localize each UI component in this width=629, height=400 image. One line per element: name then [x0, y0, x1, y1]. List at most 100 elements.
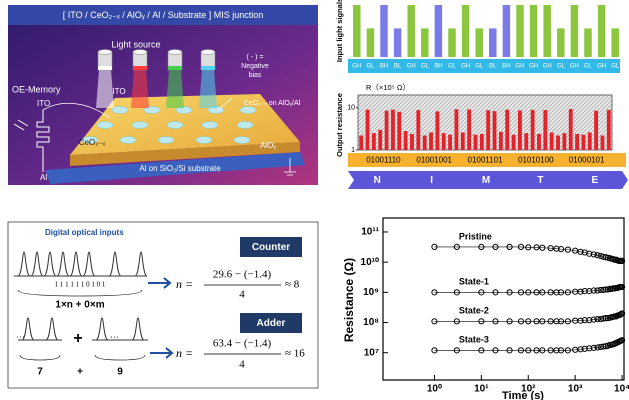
pad — [196, 137, 212, 144]
bar — [367, 28, 374, 57]
bar — [448, 135, 452, 150]
bit-group: 01010100 — [518, 156, 554, 165]
category-label: BH — [380, 64, 388, 70]
category-label: BH — [502, 64, 510, 70]
schematic-title: [ ITO / CeO₂₋ₓ / AlOᵧ / Al / Substrate ]… — [63, 10, 264, 20]
film-label: CeO₂₋ₓ on AlOᵧ/Al — [244, 100, 301, 107]
category-label: GH — [597, 64, 606, 70]
bias-line: ( - ) = — [247, 54, 264, 61]
eq-result: ≈ 16 — [285, 348, 305, 360]
bar — [385, 111, 389, 150]
bit-group: 01001110 — [366, 156, 401, 165]
bar — [584, 28, 591, 57]
bar — [598, 5, 605, 57]
series-label: State-2 — [459, 306, 489, 316]
bar — [442, 133, 446, 150]
plus-sign: + — [77, 367, 83, 378]
y-tick-label: 10⁸ — [363, 317, 379, 328]
pad — [234, 137, 250, 144]
bar — [372, 133, 376, 150]
series-label: State-3 — [459, 335, 489, 345]
category-label: GH — [570, 64, 579, 70]
bar — [461, 132, 465, 150]
bar — [359, 136, 363, 150]
bar — [391, 110, 395, 150]
schematic-panel: [ ITO / CeO₂₋ₓ / AlOᵧ / Al / Substrate ]… — [8, 5, 318, 185]
right-count: 9 — [117, 367, 123, 378]
bar — [448, 28, 455, 57]
pad — [202, 122, 218, 129]
category-label: GH — [352, 64, 361, 70]
bar — [493, 111, 497, 150]
output-axis-label: Output resistance — [335, 93, 344, 157]
bar — [435, 5, 442, 57]
bar — [378, 130, 382, 150]
input-axis-label: Input light signals — [335, 0, 344, 62]
bar — [429, 132, 433, 150]
y-tick-label: 1 — [351, 147, 355, 154]
bar — [462, 5, 469, 57]
signal-band — [348, 59, 620, 73]
pad — [97, 122, 113, 129]
bar — [575, 134, 579, 150]
memory-label: OE-Memory — [12, 84, 61, 94]
bar — [582, 135, 586, 150]
bar — [467, 109, 471, 150]
eq-denominator: 4 — [239, 289, 245, 301]
plot-frame — [383, 218, 624, 380]
category-label: GL — [475, 64, 484, 70]
category-label: GH — [516, 64, 525, 70]
plus-sign: + — [73, 330, 82, 347]
bar — [543, 110, 547, 150]
series-label: State-1 — [459, 277, 489, 287]
letter: M — [482, 175, 490, 186]
y-tick-label: 10 — [347, 105, 355, 112]
ito-label: ITO — [112, 87, 125, 96]
x-tick-label: 10⁴ — [614, 384, 629, 395]
x-tick-label: 10⁰ — [427, 384, 442, 395]
category-label: GL — [366, 64, 375, 70]
y-axis-label: Resistance (Ω) — [342, 258, 356, 342]
letter: E — [591, 175, 598, 186]
bar — [404, 131, 408, 150]
letter: I — [430, 175, 433, 186]
eq-lhs: n = — [176, 346, 193, 360]
category-label: GH — [543, 64, 552, 70]
category-label: GL — [448, 64, 457, 70]
category-label: GL — [557, 64, 566, 70]
light-top — [168, 50, 182, 55]
bar — [607, 110, 611, 150]
letter: T — [537, 175, 543, 186]
light-lens — [133, 66, 147, 70]
eq-lhs: n = — [176, 277, 193, 291]
bar — [421, 28, 428, 57]
counter-label: Counter — [252, 242, 290, 253]
adder-label: Adder — [257, 318, 286, 329]
eq-numerator: 29.6 − (−1.4) — [213, 269, 272, 281]
bias-line: bias — [249, 72, 262, 79]
bar — [499, 132, 503, 150]
bar — [407, 5, 414, 57]
x-tick-label: 10³ — [568, 384, 583, 395]
category-label: GL — [421, 64, 430, 70]
bit-group: 01001101 — [468, 156, 504, 165]
bar — [556, 136, 560, 150]
bar — [435, 111, 439, 150]
pad — [237, 122, 253, 129]
category-label: GH — [461, 64, 470, 70]
letter: N — [374, 175, 381, 186]
category-label: GH — [529, 64, 538, 70]
bit-group: 01001001 — [416, 156, 452, 165]
y-tick-label: 10⁹ — [363, 287, 379, 298]
bar — [366, 110, 370, 150]
bar — [594, 111, 598, 150]
aloy-label: AlOᵧ — [260, 141, 276, 150]
bar — [601, 136, 605, 150]
bar — [557, 28, 564, 57]
category-label: GH — [407, 64, 416, 70]
bar — [455, 109, 459, 150]
heading: Digital optical inputs — [45, 228, 124, 237]
left-count: 7 — [37, 367, 43, 378]
x-tick-label: 10² — [521, 384, 536, 395]
light-source-label: Light source — [111, 39, 160, 49]
